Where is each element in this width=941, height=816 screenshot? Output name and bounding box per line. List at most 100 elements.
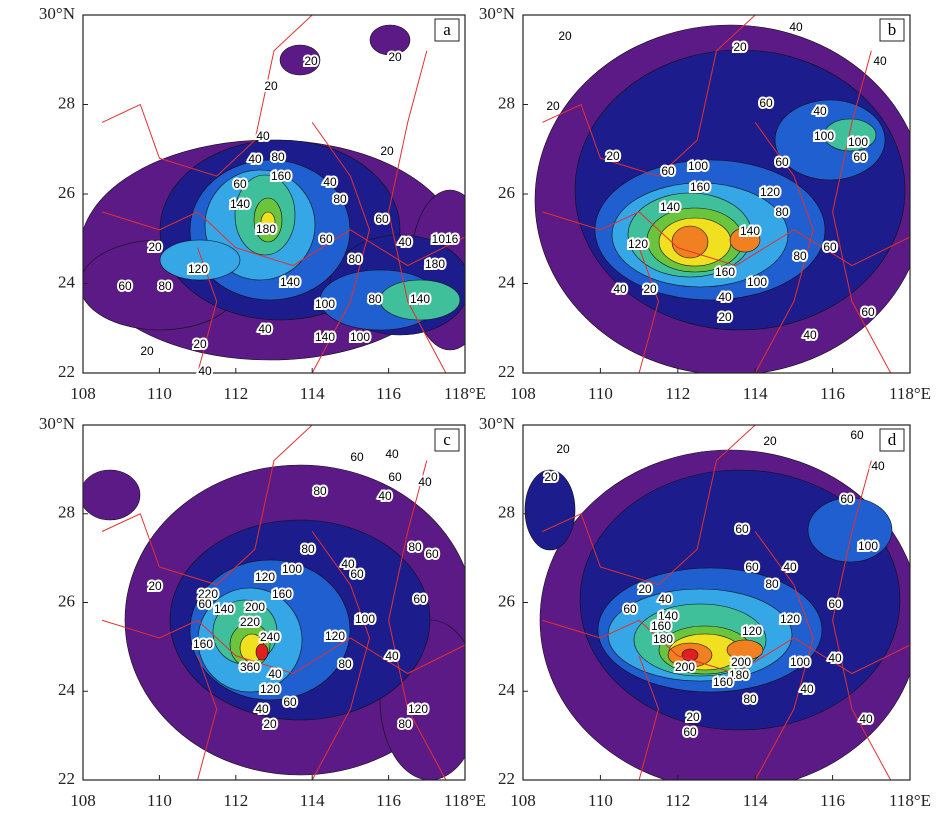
contour-label: 20 — [638, 582, 652, 596]
contour-label: 60 — [735, 522, 749, 536]
contour-label: 100 — [282, 562, 302, 576]
contour-label: 40 — [859, 712, 873, 726]
contour-label: 60 — [861, 305, 875, 319]
contour-label: 100 — [350, 330, 370, 344]
contour-label: 220 — [240, 615, 260, 629]
contour-label: 60 — [840, 492, 854, 506]
x-tick-label: 112 — [223, 384, 248, 403]
contour-label: 160 — [651, 619, 671, 633]
y-tick-label: 26 — [58, 183, 75, 202]
contour-label: 120 — [760, 185, 780, 199]
panel-label: a — [443, 20, 451, 39]
contour-label: 80 — [348, 252, 362, 266]
y-tick-label: 26 — [498, 183, 515, 202]
contour-label: 60 — [850, 428, 864, 442]
x-tick-label: 110 — [588, 791, 613, 810]
x-tick-label: 112 — [665, 384, 690, 403]
panel-label: b — [888, 20, 897, 39]
y-tick-label: 22 — [58, 362, 75, 381]
contour-label: 140 — [230, 197, 250, 211]
contour-label: 120 — [260, 682, 280, 696]
contour-label: 80 — [158, 279, 172, 293]
contour-label: 100 — [747, 275, 767, 289]
y-tick-label: 30°N — [479, 4, 515, 23]
x-tick-label: 118°E — [889, 384, 931, 403]
contour-label: 200 — [245, 600, 265, 614]
x-tick-label: 110 — [147, 384, 172, 403]
y-tick-label: 22 — [58, 769, 75, 788]
contour-label: 100 — [858, 539, 878, 553]
contour-label: 20 — [380, 144, 394, 158]
contour-label: 120 — [325, 629, 345, 643]
y-tick-label: 22 — [498, 362, 515, 381]
contour-label: 20 — [718, 310, 732, 324]
map-panel — [525, 425, 920, 790]
contour-label: 40 — [871, 459, 885, 473]
contour-label: 20 — [304, 54, 318, 68]
figure: a108110112114116118°E30°N282624222020204… — [0, 0, 941, 816]
y-tick-label: 24 — [498, 272, 516, 291]
contour-label: 20 — [643, 282, 657, 296]
contour-label: 100 — [688, 159, 708, 173]
contour-label: 120 — [742, 624, 762, 638]
contour-label: 40 — [613, 282, 627, 296]
contour-label: 140 — [315, 330, 335, 344]
contour-label: 20 — [686, 710, 700, 724]
contour-label: 120 — [188, 262, 208, 276]
contour-label: 20 — [546, 99, 560, 113]
contour-label: 20 — [558, 29, 572, 43]
contour-label: 40 — [828, 651, 842, 665]
contour-label: 1016 — [432, 232, 459, 246]
x-tick-label: 112 — [665, 791, 690, 810]
contour-label: 20 — [606, 149, 620, 163]
contour-label: 140 — [214, 602, 234, 616]
contour-label: 60 — [350, 567, 364, 581]
contour-label: 60 — [623, 602, 637, 616]
x-tick-label: 114 — [743, 384, 768, 403]
contour-label: 20 — [148, 579, 162, 593]
map-panel — [80, 15, 490, 373]
contour-label: 80 — [301, 542, 315, 556]
contour-label: 60 — [683, 725, 697, 739]
contour-label: 60 — [828, 597, 842, 611]
x-tick-label: 110 — [147, 791, 172, 810]
x-tick-label: 114 — [300, 791, 325, 810]
contour-label: 40 — [258, 322, 272, 336]
contour-label: 120 — [628, 237, 648, 251]
contour-label: 60 — [425, 547, 439, 561]
contour-label: 20 — [763, 434, 777, 448]
contour-label: 120 — [780, 612, 800, 626]
contour-fill — [672, 226, 708, 258]
x-tick-label: 116 — [820, 384, 845, 403]
y-tick-label: 26 — [498, 591, 515, 610]
contour-label: 140 — [280, 275, 300, 289]
contour-label: 60 — [283, 695, 297, 709]
contour-label: 40 — [323, 175, 337, 189]
y-tick-label: 28 — [498, 93, 515, 112]
contour-label: 40 — [789, 20, 803, 34]
contour-label: 60 — [388, 470, 402, 484]
contour-label: 200 — [675, 660, 695, 674]
contour-label: 80 — [793, 249, 807, 263]
contour-label: 40 — [398, 235, 412, 249]
contour-label: 40 — [248, 152, 262, 166]
y-tick-label: 28 — [58, 93, 75, 112]
x-tick-label: 116 — [376, 384, 401, 403]
contour-label: 40 — [268, 667, 282, 681]
contour-label: 60 — [350, 450, 364, 464]
contour-label: 180 — [256, 222, 276, 236]
x-tick-label: 118°E — [444, 791, 486, 810]
contour-label: 140 — [660, 200, 680, 214]
contour-label: 80 — [313, 484, 327, 498]
contour-label: 160 — [690, 180, 710, 194]
contour-label: 60 — [823, 240, 837, 254]
contour-label: 360 — [240, 660, 260, 674]
contour-label: 80 — [408, 540, 422, 554]
contour-label: 160 — [271, 169, 291, 183]
contour-label: 80 — [271, 150, 285, 164]
contour-fill — [808, 498, 892, 562]
contour-label: 80 — [338, 657, 352, 671]
contour-label: 80 — [775, 205, 789, 219]
y-tick-label: 30°N — [479, 414, 515, 433]
contour-label: 20 — [733, 40, 747, 54]
